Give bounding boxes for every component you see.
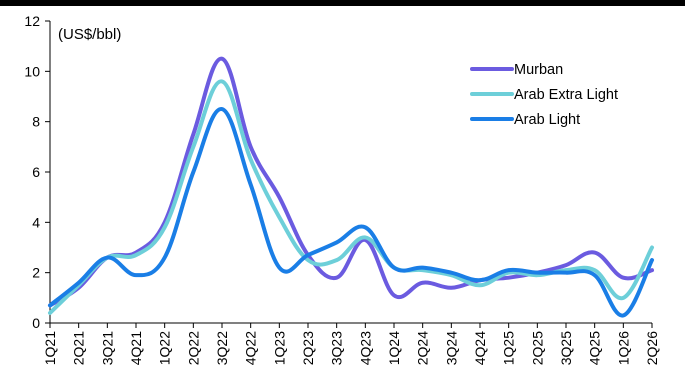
x-tick-label: 3Q23	[329, 331, 345, 365]
x-tick-label: 4Q21	[128, 331, 144, 365]
x-tick-label: 3Q21	[99, 331, 115, 365]
x-tick-label: 3Q25	[558, 331, 574, 365]
y-tick-label: 12	[24, 13, 40, 29]
x-tick-label: 1Q24	[386, 331, 402, 365]
x-tick-label: 3Q22	[214, 331, 230, 365]
x-tick-label: 2Q21	[71, 331, 87, 365]
x-tick-label: 1Q25	[501, 331, 517, 365]
y-tick-label: 10	[24, 63, 40, 79]
x-tick-label: 4Q24	[472, 331, 488, 365]
top-border-bar	[0, 0, 685, 6]
x-tick-label: 1Q23	[271, 331, 287, 365]
y-axis: 0 2 4 6 8 10 12	[24, 13, 51, 331]
y-tick-label: 2	[32, 265, 40, 281]
x-tick-label: 2Q24	[415, 331, 431, 365]
x-tick-label: 2Q23	[300, 331, 316, 365]
x-tick-label: 1Q21	[42, 331, 58, 365]
x-tick-label: 2Q25	[529, 331, 545, 365]
series-lines	[48, 56, 654, 318]
legend-label-arab-light: Arab Light	[514, 112, 580, 128]
y-tick-label: 4	[32, 214, 40, 230]
series-line-arab-light	[48, 107, 654, 318]
x-tick-label: 2Q26	[644, 331, 660, 365]
y-axis-unit-label: (US$/bbl)	[58, 26, 121, 43]
x-tick-label: 4Q23	[357, 331, 373, 365]
legend-label-arab-extra-light: Arab Extra Light	[514, 87, 618, 103]
legend: Murban Arab Extra Light Arab Light	[470, 62, 618, 128]
legend-label-murban: Murban	[514, 62, 563, 78]
x-axis: 1Q21 2Q21 3Q21 4Q21 1Q22 2Q22 3Q22 4Q22 1Q23 2Q23…	[42, 322, 660, 365]
y-tick-label: 0	[32, 315, 40, 331]
x-tick-label: 4Q22	[243, 331, 259, 365]
x-tick-label: 3Q24	[443, 331, 459, 365]
x-tick-label: 1Q26	[615, 331, 631, 365]
series-line-murban	[48, 56, 654, 308]
y-tick-label: 6	[32, 164, 40, 180]
x-tick-label: 2Q22	[185, 331, 201, 365]
x-tick-label: 4Q25	[587, 331, 603, 365]
y-tick-label: 8	[32, 114, 40, 130]
x-tick-label: 1Q22	[157, 331, 173, 365]
